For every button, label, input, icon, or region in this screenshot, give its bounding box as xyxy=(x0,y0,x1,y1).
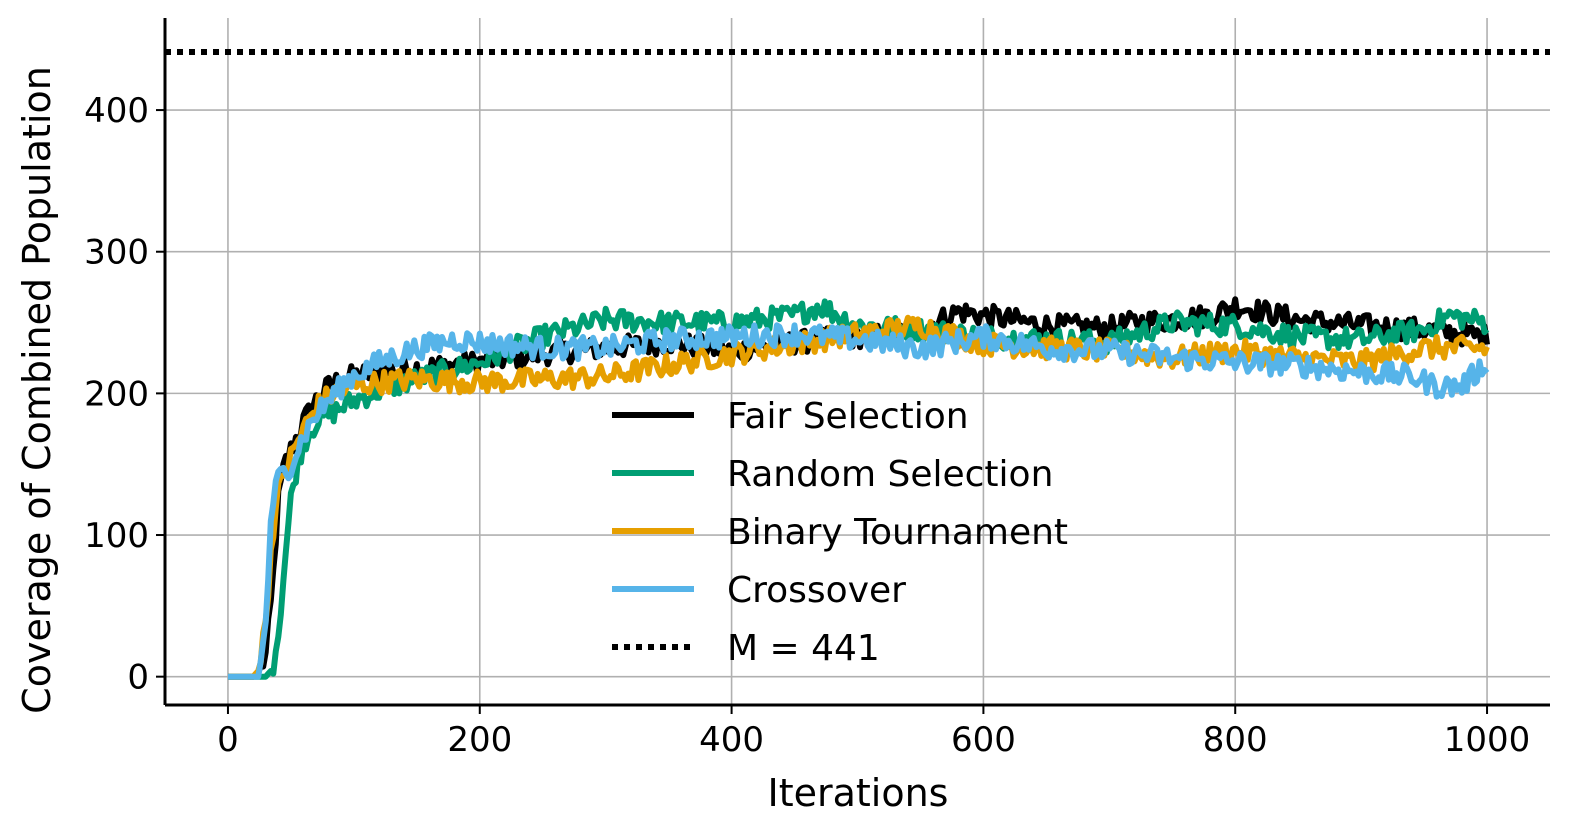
x-tick-label: 1000 xyxy=(1444,720,1531,760)
legend-label: Random Selection xyxy=(727,454,1053,495)
x-tick-label: 200 xyxy=(447,720,512,760)
x-tick-label: 600 xyxy=(951,720,1016,760)
legend-label: Fair Selection xyxy=(727,396,969,437)
y-tick-label: 100 xyxy=(84,516,149,556)
axes xyxy=(163,18,1550,707)
series-line-crossover xyxy=(227,322,1490,680)
legend-label: Binary Tournament xyxy=(727,512,1068,553)
y-tick-label: 400 xyxy=(84,91,149,131)
x-axis-ticks: 0 200 400 600 800 1000 xyxy=(217,705,1530,760)
legend: Fair Selection Random Selection Binary Tou… xyxy=(612,396,1068,669)
y-tick-label: 0 xyxy=(127,658,149,698)
y-tick-label: 200 xyxy=(84,374,149,414)
legend-label: M = 441 xyxy=(727,628,880,669)
x-tick-label: 800 xyxy=(1203,720,1268,760)
series-lines xyxy=(227,296,1490,680)
y-axis-label: Coverage of Combined Population xyxy=(15,66,59,714)
x-tick-label: 400 xyxy=(699,720,764,760)
legend-label: Crossover xyxy=(727,570,906,611)
y-axis-ticks: 0 100 200 300 400 xyxy=(84,91,165,698)
x-axis-label: Iterations xyxy=(768,771,949,815)
x-tick-label: 0 xyxy=(217,720,239,760)
y-tick-label: 300 xyxy=(84,233,149,273)
